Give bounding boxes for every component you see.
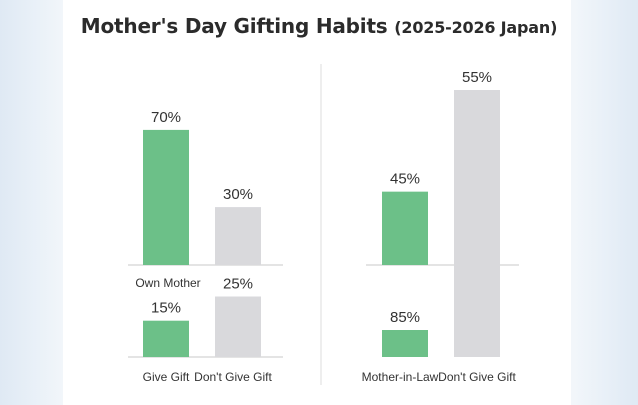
category-label: Don't Give Gift	[438, 370, 516, 384]
data-label: 25%	[223, 276, 253, 293]
bar	[143, 129, 189, 265]
bar	[382, 191, 428, 265]
category-label: Don't Give Gift	[194, 370, 272, 384]
bar	[215, 296, 261, 357]
category-label: Mother-in-Law	[362, 370, 439, 384]
data-label: 30%	[223, 186, 253, 203]
data-label: 85%	[390, 309, 420, 326]
bar	[382, 330, 428, 357]
chart-title-suffix: (2025-2026 Japan)	[394, 18, 558, 37]
category-label: Give Gift	[143, 370, 190, 384]
bar	[215, 207, 261, 265]
chart-title-main: Mother's Day Gifting Habits	[80, 14, 388, 38]
category-label: Own Mother	[135, 276, 200, 290]
data-label: 70%	[151, 109, 181, 126]
chart-title: Mother's Day Gifting Habits (2025-2026 J…	[0, 14, 638, 38]
bar	[143, 320, 189, 357]
bar	[454, 90, 500, 357]
data-label: 45%	[390, 171, 420, 188]
data-label: 55%	[462, 69, 492, 86]
data-label: 15%	[151, 300, 181, 317]
